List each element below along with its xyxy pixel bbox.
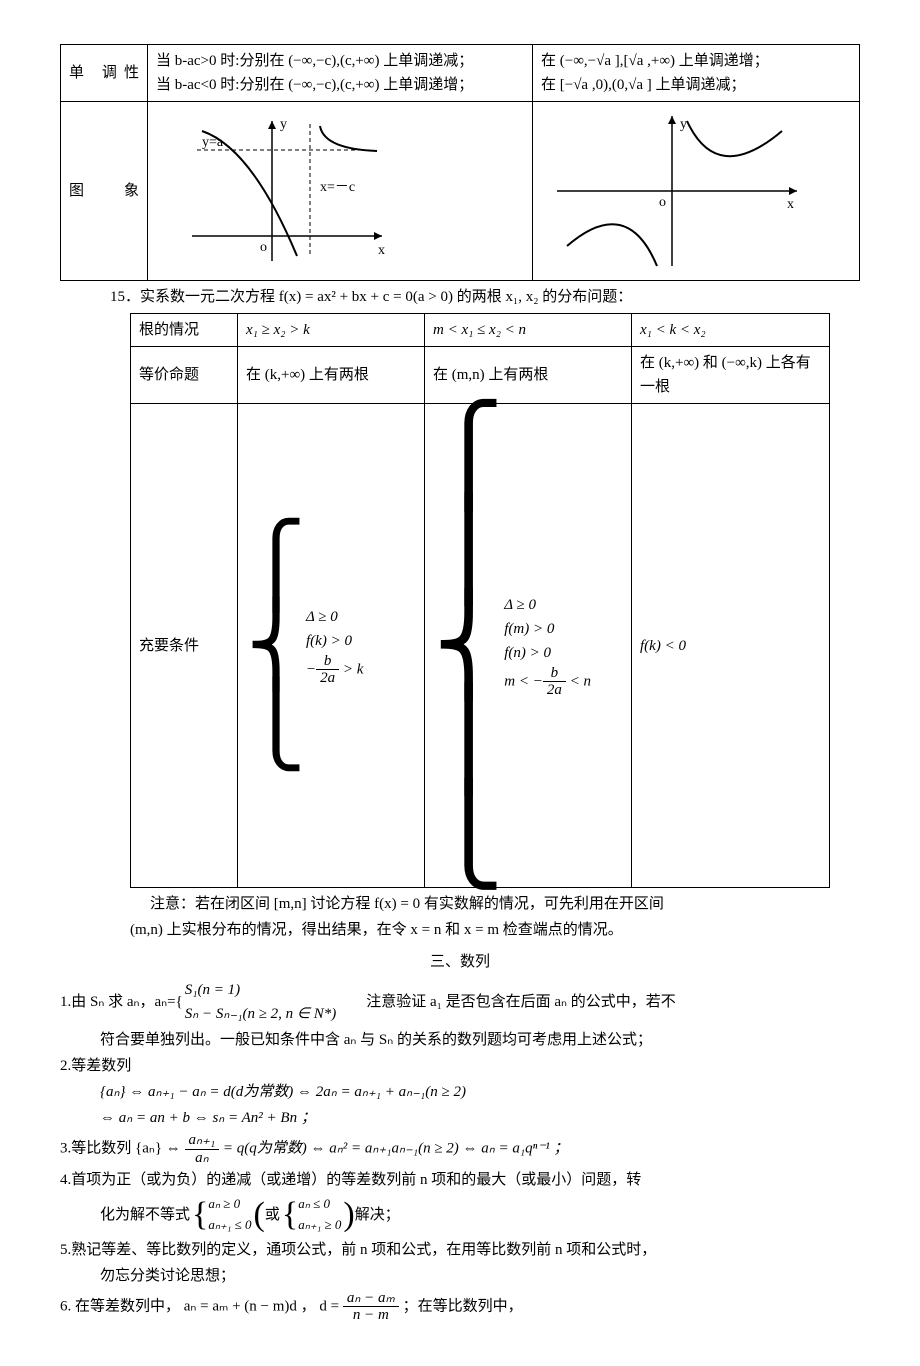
table-monotonicity: 单 调性 当 b-ac>0 时:分别在 (−∞,−c),(c,+∞) 上单调递减… xyxy=(60,44,860,281)
svg-text:y=a: y=a xyxy=(202,135,224,150)
svg-text:o: o xyxy=(659,195,666,210)
svg-text:y: y xyxy=(680,117,687,132)
cond-2: ⎧⎪⎨⎪⎩ Δ ≥ 0 f(m) > 0 f(n) > 0 m < −b2a <… xyxy=(425,404,632,888)
p6: 6. 在等差数列中， aₙ = aₘ + (n − m)d ， d = aₙ −… xyxy=(60,1290,860,1324)
p4: 4.首项为正（或为负）的递减（或递增）的等差数列前 n 项和的最大（或最小）问题… xyxy=(60,1168,860,1192)
svg-text:x: x xyxy=(378,243,385,258)
q15-text: 15．实系数一元二次方程 f(x) = ax² + bx + c = 0(a >… xyxy=(60,285,860,309)
svg-text:x: x xyxy=(787,197,794,212)
svg-text:y: y xyxy=(280,117,287,132)
graph-left: y y=a x=－c o x xyxy=(148,102,533,281)
cond-1: ⎧⎨⎩ Δ ≥ 0 f(k) > 0 −b2a > k xyxy=(238,404,425,888)
monotone-right: 在 (−∞,−√a ],[√a ,+∞) 上单调递增； 在 [−√a ,0),(… xyxy=(533,45,860,102)
note-l1: 注意：若在闭区间 [m,n] 讨论方程 f(x) = 0 有实数解的情况，可先利… xyxy=(60,892,860,916)
p5: 5.熟记等差、等比数列的定义，通项公式，前 n 项和公式，在用等比数列前 n 项… xyxy=(60,1238,860,1262)
p2: 2.等差数列 xyxy=(60,1054,860,1078)
graph-1-svg: y y=a x=－c o x xyxy=(152,106,412,276)
table-roots: 根的情况 x₁ ≥ x₂ > k m < x₁ ≤ x₂ < n x₁ < k … xyxy=(130,313,830,888)
svg-text:o: o xyxy=(260,240,267,255)
row-label-graph: 图象 xyxy=(61,102,148,281)
section-3-title: 三、数列 xyxy=(60,950,860,974)
p4-l2: 化为解不等式 { aₙ ≥ 0 aₙ₊₁ ≤ 0 ( 或 { aₙ ≤ 0 aₙ… xyxy=(60,1194,860,1236)
p1: 1.由 Sₙ 求 aₙ，aₙ={ S₁(n = 1) Sₙ − Sₙ₋₁(n ≥… xyxy=(60,978,860,1026)
p3: 3.等比数列 {aₙ} ⇔ aₙ₊₁aₙ = q(q为常数) ⇔ aₙ² = a… xyxy=(60,1132,860,1166)
note-l2: (m,n) 上实根分布的情况，得出结果，在令 x = n 和 x = m 检查端… xyxy=(60,918,860,942)
graph-2-svg: y o x xyxy=(537,106,817,276)
row-label-monotone: 单 调性 xyxy=(61,45,148,102)
monotone-left: 当 b-ac>0 时:分别在 (−∞,−c),(c,+∞) 上单调递减； 当 b… xyxy=(148,45,533,102)
svg-text:x=－c: x=－c xyxy=(320,180,355,195)
graph-right: y o x xyxy=(533,102,860,281)
